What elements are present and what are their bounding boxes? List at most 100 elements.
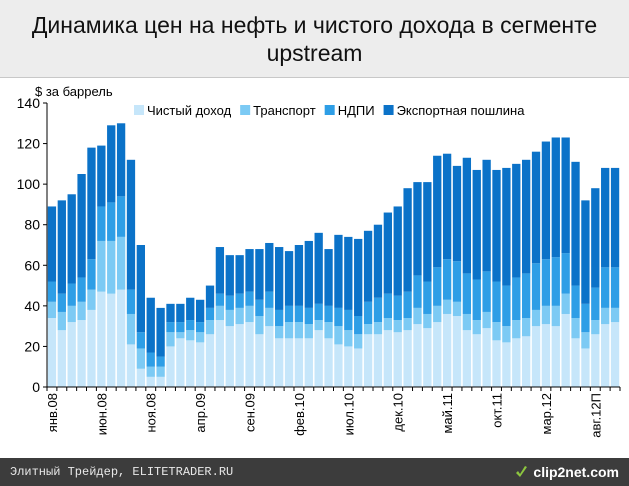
bar-segment-net-income: [344, 346, 353, 387]
bar-segment-net-income: [87, 309, 96, 387]
bar-segment-export-duty: [363, 230, 373, 302]
bar-segment-export-duty: [116, 123, 126, 197]
bar-segment-mineral-tax: [195, 322, 205, 333]
bar-segment-mineral-tax: [275, 309, 284, 327]
bar-segment-mineral-tax: [215, 293, 225, 306]
bar-segment-mineral-tax: [334, 307, 343, 327]
bar-segment-net-income: [97, 291, 106, 387]
bar-segment-transport: [205, 320, 215, 335]
x-tick-label: ноя.08: [144, 393, 159, 433]
bar-segment-export-duty: [354, 238, 363, 316]
footer: Элитный Трейдер, ELITETRADER.RU clip2net…: [0, 458, 629, 486]
bar-segment-mineral-tax: [57, 293, 66, 312]
bar-segment-transport: [275, 326, 284, 339]
bar-segment-transport: [522, 318, 531, 337]
bar-segment-export-duty: [225, 255, 234, 296]
x-tick-label: июл.10: [341, 393, 356, 435]
bar-segment-transport: [393, 320, 402, 333]
legend-swatch-net-income: [134, 105, 144, 115]
bar-segment-net-income: [363, 334, 373, 387]
bar-segment-transport: [195, 332, 205, 343]
bar-segment-export-duty: [492, 169, 501, 282]
bar-segment-export-duty: [235, 255, 244, 294]
bar-segment-mineral-tax: [433, 267, 442, 306]
bar-segment-mineral-tax: [87, 259, 96, 290]
bar-segment-mineral-tax: [581, 303, 590, 333]
bar-segment-mineral-tax: [136, 332, 145, 349]
bar-segment-net-income: [502, 342, 511, 387]
bar-segment-export-duty: [551, 137, 560, 258]
bar-segment-net-income: [354, 348, 363, 387]
bar-segment-transport: [186, 330, 195, 341]
bar-segment-net-income: [581, 348, 590, 387]
bar-segment-transport: [314, 320, 323, 331]
bar-segment-export-duty: [502, 167, 511, 286]
bar-segment-net-income: [541, 324, 551, 387]
x-tick-label: фев.10: [292, 393, 307, 436]
bar-segment-net-income: [383, 330, 392, 387]
bar-segment-transport: [87, 289, 96, 310]
bar-segment-mineral-tax: [166, 322, 175, 333]
bar-segment-mineral-tax: [116, 196, 126, 237]
bar-segment-transport: [403, 318, 412, 331]
bar-segment-transport: [462, 313, 472, 331]
bar-segment-mineral-tax: [126, 289, 136, 314]
bar-segment-net-income: [265, 326, 274, 387]
bar-segment-mineral-tax: [67, 283, 76, 306]
bar-segment-net-income: [77, 320, 86, 387]
y-tick-label: 120: [17, 136, 41, 152]
bar-segment-export-duty: [581, 200, 590, 304]
bar-segment-net-income: [413, 324, 422, 387]
bar-segment-net-income: [245, 322, 254, 387]
bar-segment-net-income: [195, 342, 205, 387]
bar-segment-mineral-tax: [146, 352, 155, 367]
y-tick-label: 60: [24, 257, 40, 273]
bar-segment-export-duty: [601, 167, 610, 268]
bar-segment-transport: [482, 311, 491, 329]
bar-segment-transport: [502, 326, 511, 343]
bar-segment-net-income: [205, 334, 215, 387]
bar-segment-transport: [57, 311, 66, 331]
bar-segment-transport: [136, 348, 145, 369]
x-tick-label: мар.12: [539, 393, 554, 434]
bar-segment-export-duty: [166, 303, 175, 323]
bar-segment-net-income: [442, 313, 452, 387]
bar-segment-mineral-tax: [156, 356, 165, 367]
bar-segment-net-income: [601, 324, 610, 387]
bar-segment-net-income: [462, 330, 472, 387]
bar-segment-net-income: [57, 330, 66, 387]
bar-segment-net-income: [531, 326, 541, 387]
bar-segment-transport: [156, 366, 165, 377]
x-tick-label: окт.11: [490, 393, 505, 428]
bar-segment-net-income: [275, 338, 284, 387]
bar-segment-export-duty: [541, 141, 551, 260]
bar-segment-export-duty: [245, 249, 254, 292]
bar-segment-net-income: [186, 340, 195, 387]
bar-segment-export-duty: [314, 232, 323, 304]
bar-segment-transport: [413, 307, 422, 325]
bar-segment-export-duty: [571, 161, 580, 286]
bar-segment-mineral-tax: [225, 295, 234, 310]
y-tick-label: 20: [24, 338, 40, 354]
bar-segment-transport: [601, 307, 610, 325]
bar-segment-mineral-tax: [294, 305, 304, 323]
bar-segment-transport: [146, 366, 155, 377]
y-tick-label: 100: [17, 176, 41, 192]
bar-segment-export-duty: [97, 145, 106, 207]
bar-segment-net-income: [492, 340, 501, 387]
bar-segment-transport: [284, 322, 294, 339]
x-tick-label: сен.09: [243, 393, 258, 432]
legend-swatch-mineral-tax: [324, 105, 335, 115]
y-axis-label: $ за баррель: [35, 84, 113, 99]
bar-segment-mineral-tax: [373, 297, 383, 323]
bar-segment-export-duty: [413, 182, 422, 276]
bar-segment-net-income: [512, 338, 521, 387]
bar-segment-transport: [116, 236, 126, 290]
bar-segment-mineral-tax: [186, 320, 195, 331]
bar-segment-transport: [610, 307, 620, 323]
bar-segment-export-duty: [275, 247, 284, 310]
bar-segment-export-duty: [146, 297, 155, 353]
bar-segment-transport: [433, 305, 442, 323]
bar-segment-export-duty: [87, 147, 96, 260]
legend-swatch-export-duty: [383, 105, 394, 115]
